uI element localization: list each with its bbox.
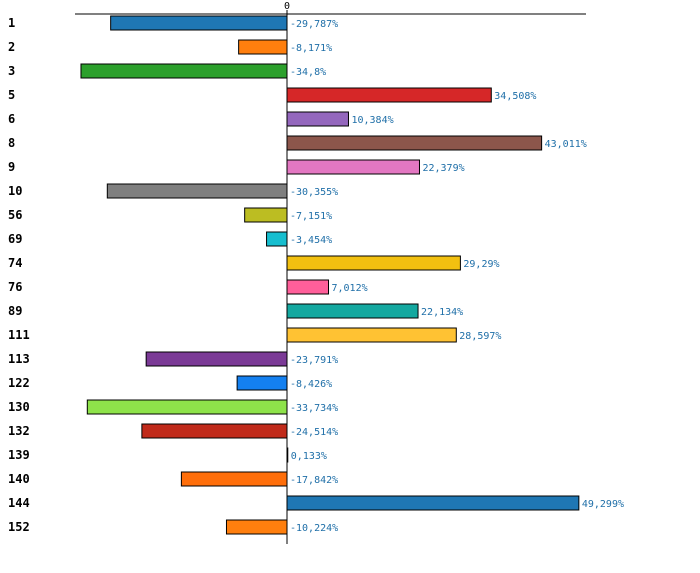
bar-56 [244,207,288,223]
value-label-56: -7,151% [290,211,332,222]
labels-group: 1 -29,787% 2 -8,171% 3 -34,8% 5 34,508% 6 10,384%… [8,16,624,534]
category-label-113: 113 [8,352,30,366]
value-label-74: 29,29% [463,259,499,270]
category-label-3: 3 [8,64,15,78]
value-label-89: 22,134% [421,307,463,318]
bar-3 [80,63,288,79]
value-label-132: -24,514% [290,427,338,438]
category-label-89: 89 [8,304,22,318]
bar-144 [286,495,580,511]
bar-8 [286,135,543,151]
bar-111 [286,327,457,343]
category-label-69: 69 [8,232,22,246]
value-label-76: 7,012% [332,283,368,294]
zero-tick-label: 0 [284,1,290,12]
category-label-2: 2 [8,40,15,54]
value-label-5: 34,508% [494,91,536,102]
bar-122 [236,375,288,391]
category-label-140: 140 [8,472,30,486]
category-label-8: 8 [8,136,15,150]
category-label-111: 111 [8,328,30,342]
bar-76 [286,279,330,295]
bar-113 [145,351,288,367]
value-label-6: 10,384% [351,115,393,126]
category-label-152: 152 [8,520,30,534]
category-label-9: 9 [8,160,15,174]
category-label-56: 56 [8,208,22,222]
value-label-139: 0,133% [291,451,327,462]
value-label-122: -8,426% [290,379,332,390]
category-label-6: 6 [8,112,15,126]
bar-140 [180,471,288,487]
value-label-140: -17,842% [290,475,338,486]
bar-9 [286,159,420,175]
category-label-122: 122 [8,376,30,390]
bar-132 [141,423,288,439]
value-label-144: 49,299% [582,499,624,510]
bar-69 [266,231,288,247]
category-label-132: 132 [8,424,30,438]
bar-5 [286,87,492,103]
category-label-5: 5 [8,88,15,102]
bar-74 [286,255,461,271]
category-label-76: 76 [8,280,22,294]
value-label-8: 43,011% [545,139,587,150]
category-label-144: 144 [8,496,30,510]
value-label-111: 28,597% [459,331,501,342]
category-label-74: 74 [8,256,22,270]
value-label-130: -33,734% [290,403,338,414]
bar-89 [286,303,419,319]
value-label-10: -30,355% [290,187,338,198]
bar-2 [238,39,288,55]
value-label-1: -29,787% [290,19,338,30]
value-label-152: -10,224% [290,523,338,534]
value-label-9: 22,379% [422,163,464,174]
bar-130 [86,399,288,415]
bars-group [80,15,580,535]
value-label-3: -34,8% [290,67,326,78]
category-label-139: 139 [8,448,30,462]
category-label-10: 10 [8,184,22,198]
bar-10 [106,183,288,199]
bar-1 [110,15,288,31]
value-label-69: -3,454% [290,235,332,246]
category-label-1: 1 [8,16,15,30]
value-label-113: -23,791% [290,355,338,366]
value-label-2: -8,171% [290,43,332,54]
category-label-130: 130 [8,400,30,414]
bar-152 [225,519,288,535]
bar-6 [286,111,349,127]
